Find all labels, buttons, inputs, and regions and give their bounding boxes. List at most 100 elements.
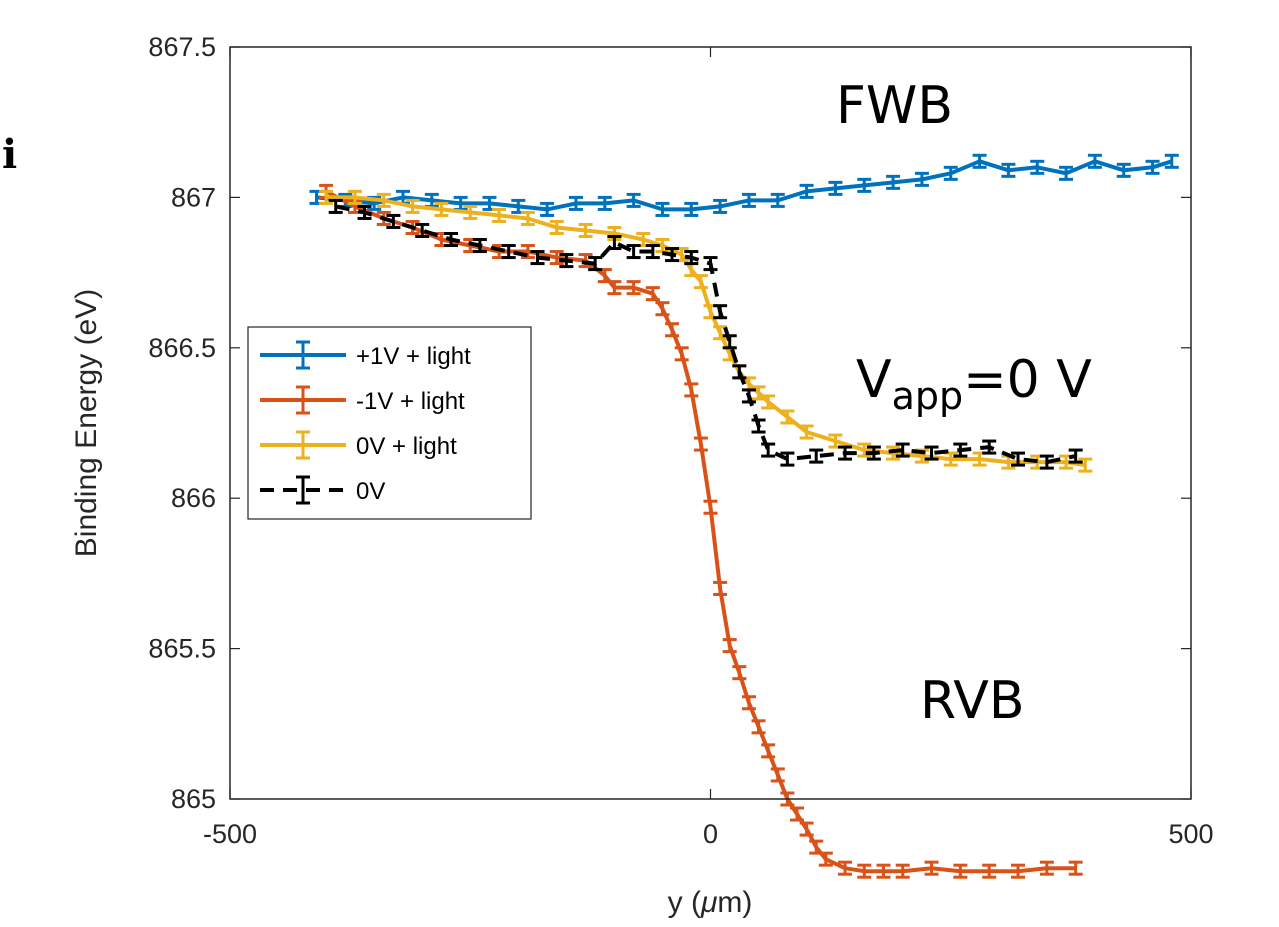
legend-item: +1V + light bbox=[260, 340, 471, 370]
vapp-annotation: Vapp=0 V bbox=[856, 350, 1092, 418]
y-tick-label: 865 bbox=[171, 784, 216, 814]
series-4 bbox=[328, 198, 1083, 470]
error-bar bbox=[386, 213, 401, 229]
error-bar bbox=[549, 250, 564, 266]
error-bar bbox=[463, 204, 478, 220]
legend-item: 0V + light bbox=[260, 430, 457, 460]
error-bar bbox=[828, 180, 843, 196]
error-bar bbox=[761, 442, 776, 458]
error-bar bbox=[578, 222, 593, 239]
error-bar bbox=[1164, 153, 1179, 169]
error-bar bbox=[1068, 448, 1083, 464]
error-bar bbox=[1039, 860, 1054, 876]
error-bar bbox=[607, 235, 622, 251]
error-bar bbox=[520, 244, 535, 260]
error-bar bbox=[818, 851, 833, 867]
error-bar bbox=[953, 863, 968, 879]
error-bar bbox=[857, 177, 872, 193]
error-bar bbox=[895, 863, 910, 879]
error-bar bbox=[665, 322, 680, 338]
axis-ticks bbox=[229, 46, 1192, 800]
error-bar bbox=[472, 238, 487, 254]
error-bar bbox=[713, 304, 728, 320]
error-bar bbox=[1030, 159, 1045, 175]
error-bar bbox=[857, 442, 872, 458]
error-bar bbox=[626, 244, 641, 260]
error-bar bbox=[770, 192, 785, 208]
error-bar bbox=[732, 665, 747, 681]
error-bar bbox=[1087, 153, 1102, 169]
y-axis-label: Binding Energy (eV) bbox=[70, 289, 103, 557]
panel-letter: i bbox=[2, 131, 17, 178]
error-bar bbox=[751, 418, 766, 434]
error-bar bbox=[684, 250, 699, 266]
error-bar bbox=[886, 174, 901, 190]
error-bar bbox=[741, 192, 756, 208]
error-bar bbox=[588, 256, 603, 272]
error-bar bbox=[876, 863, 891, 879]
error-bar bbox=[415, 222, 430, 239]
error-bar bbox=[770, 767, 785, 783]
error-bar bbox=[761, 394, 776, 410]
plot-data-layer bbox=[309, 153, 1179, 879]
error-bar bbox=[559, 253, 574, 269]
error-bar bbox=[405, 198, 420, 214]
error-bar bbox=[780, 409, 795, 425]
error-bar bbox=[799, 821, 814, 837]
error-bar bbox=[703, 256, 718, 272]
error-bar bbox=[924, 445, 939, 461]
error-bar bbox=[741, 695, 756, 711]
error-bar bbox=[703, 499, 718, 515]
error-bar bbox=[645, 244, 660, 260]
error-bar bbox=[684, 382, 699, 398]
error-bar bbox=[1059, 165, 1074, 181]
error-bar bbox=[1011, 863, 1026, 879]
error-bar bbox=[895, 442, 910, 458]
error-bar bbox=[751, 385, 766, 401]
error-bar bbox=[761, 743, 776, 759]
error-bar bbox=[549, 219, 564, 235]
error-bar bbox=[568, 195, 583, 211]
x-tick-label: 500 bbox=[1168, 819, 1213, 849]
error-bar bbox=[607, 280, 622, 296]
y-tick-label: 865.5 bbox=[148, 634, 216, 664]
error-bar bbox=[943, 165, 958, 181]
error-bar bbox=[799, 183, 814, 199]
error-bar bbox=[684, 201, 699, 217]
series-line bbox=[325, 189, 1076, 874]
error-bar bbox=[799, 424, 814, 440]
error-bar bbox=[674, 346, 689, 362]
error-bar bbox=[732, 364, 747, 380]
legend-label: 0V bbox=[356, 478, 385, 505]
error-bar bbox=[655, 301, 670, 317]
error-bar bbox=[501, 244, 516, 260]
x-tick-label: -500 bbox=[203, 819, 257, 849]
error-bar bbox=[1116, 162, 1131, 178]
series-1 bbox=[309, 153, 1179, 217]
error-bar bbox=[1011, 451, 1026, 467]
error-bar bbox=[530, 250, 545, 266]
error-bar bbox=[597, 195, 612, 211]
error-bar bbox=[982, 439, 997, 455]
error-bar bbox=[357, 204, 372, 220]
y-tick-label: 867 bbox=[171, 182, 216, 212]
error-bar bbox=[1039, 454, 1054, 470]
error-bar bbox=[914, 171, 929, 187]
error-bar bbox=[492, 207, 507, 223]
error-bar bbox=[376, 192, 391, 208]
axis-tick-labels: -500 0 500 865 865.5 866 866.5 867 867.5 bbox=[148, 32, 1213, 849]
rvb-annotation: RVB bbox=[920, 671, 1025, 731]
error-bar bbox=[444, 231, 459, 248]
error-bar bbox=[703, 304, 718, 320]
legend-label: +1V + light bbox=[356, 343, 471, 370]
error-bar bbox=[857, 863, 872, 879]
error-bar bbox=[1145, 159, 1160, 175]
y-tick-label: 866.5 bbox=[148, 333, 216, 363]
error-bar bbox=[924, 860, 939, 876]
error-bar bbox=[655, 201, 670, 217]
error-bar bbox=[866, 445, 881, 461]
error-bar bbox=[434, 201, 449, 217]
error-bar bbox=[809, 448, 824, 464]
legend: +1V + light -1V + light 0V + light 0V bbox=[247, 326, 532, 520]
error-bar bbox=[626, 192, 641, 208]
